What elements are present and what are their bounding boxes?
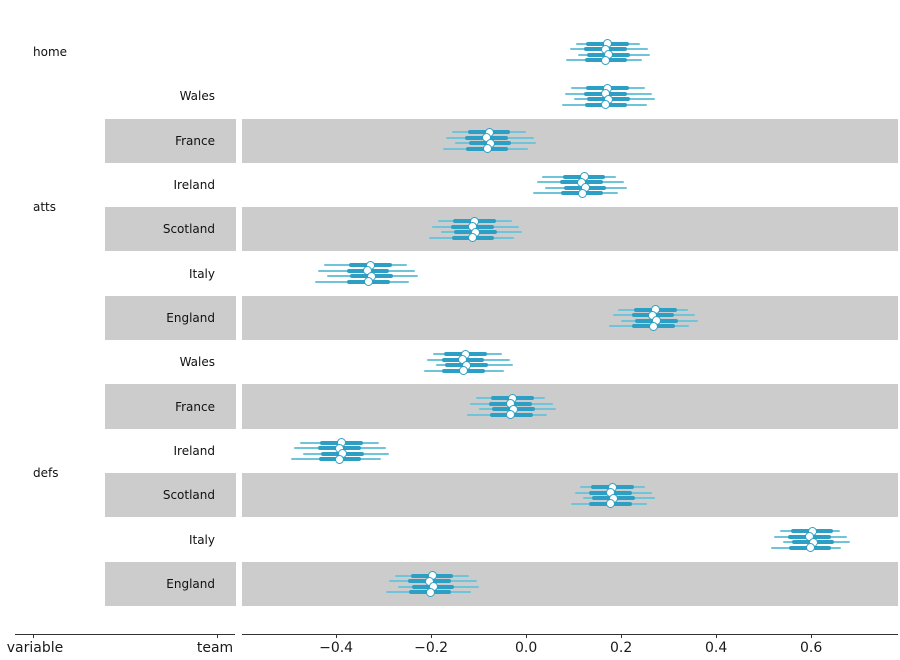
median-dot (601, 100, 611, 110)
team-label: Wales (179, 355, 215, 370)
team-label: England (166, 577, 215, 591)
median-dot (601, 55, 611, 65)
row-band-plot (242, 295, 898, 341)
median-dot (648, 321, 658, 331)
median-dot (577, 188, 587, 198)
team-label: France (175, 399, 215, 414)
team-label: Italy (188, 266, 215, 281)
variable-label-defs: defs (33, 466, 59, 481)
x-tick-label: 0.4 (704, 640, 728, 656)
median-dot (805, 543, 815, 553)
x-axis-spine (242, 634, 898, 635)
row-band-label (105, 118, 236, 163)
team-label: Scotland (162, 222, 215, 237)
median-dot (482, 144, 492, 154)
row-band-label (105, 561, 236, 607)
x-tick (716, 634, 718, 638)
x-axis-title-team: team (196, 640, 234, 656)
row-band-plot (242, 473, 898, 518)
row-band-label (105, 473, 236, 518)
x-tick-label: 0.2 (609, 640, 633, 656)
team-label: Ireland (173, 444, 215, 458)
x-tick (336, 634, 338, 638)
x-tick (526, 634, 528, 638)
x-tick (431, 634, 433, 638)
x-tick-label: −0.2 (414, 640, 449, 656)
row-band-label (105, 384, 236, 429)
team-label: Wales (179, 89, 215, 104)
team-label: France (175, 133, 215, 148)
label-axis-spine (15, 634, 235, 635)
label-axis-tick (33, 634, 34, 638)
row-band-plot (242, 118, 898, 163)
median-dot (468, 233, 478, 243)
x-tick-label: 0.0 (514, 640, 538, 656)
row-band-plot (242, 384, 898, 429)
x-tick (621, 634, 623, 638)
team-label: Scotland (162, 488, 215, 503)
median-dot (425, 587, 435, 597)
row-band-plot (242, 207, 898, 252)
team-label: Italy (188, 532, 215, 547)
median-dot (363, 277, 373, 287)
label-axis-tick (217, 634, 218, 638)
x-axis-title-variable: variable (6, 640, 64, 656)
x-tick-label: 0.6 (799, 640, 823, 656)
row-band-label (105, 207, 236, 252)
variable-label-home: home (33, 45, 68, 59)
median-dot (606, 499, 616, 508)
row-band-plot (242, 561, 898, 607)
variable-label-atts: atts (33, 200, 57, 215)
row-band-label (105, 295, 236, 341)
x-tick-label: −0.4 (319, 640, 354, 656)
x-tick (811, 634, 813, 638)
median-dot (335, 454, 345, 464)
team-label: England (166, 311, 215, 325)
median-dot (506, 410, 516, 420)
team-label: Ireland (173, 178, 215, 192)
median-dot (458, 366, 468, 376)
